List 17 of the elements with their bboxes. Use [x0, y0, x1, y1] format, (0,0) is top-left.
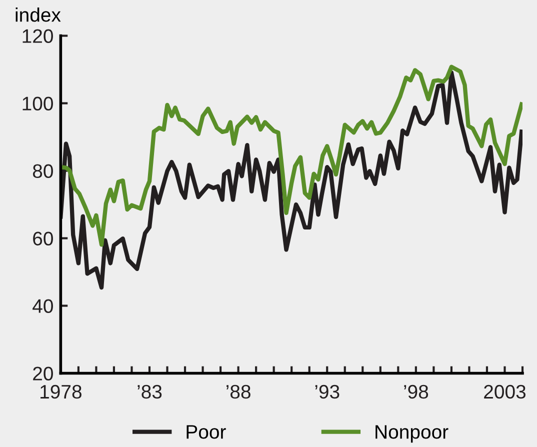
line-series [60, 64, 522, 247]
x-tick-label: 2003 [484, 384, 526, 399]
y-tick-label: 80 [32, 164, 53, 178]
x-tick-label: 1978 [40, 384, 82, 399]
y-tick-label: 20 [33, 366, 53, 380]
y-tick-label: 120 [22, 29, 53, 43]
line-series [60, 70, 522, 290]
x-tick-label: ’93 [315, 384, 340, 399]
x-tick-label: ’98 [404, 384, 428, 399]
x-tick-label: ’83 [138, 384, 162, 399]
y-tick-label: 60 [33, 232, 53, 246]
y-tick-label: 100 [22, 96, 53, 110]
x-tick-label: ’88 [226, 384, 250, 399]
y-axis-title: index [16, 8, 61, 22]
legend-label: Nonpoor [376, 425, 448, 443]
legend-label: Poor [186, 425, 226, 439]
y-tick-label: 40 [32, 299, 53, 313]
